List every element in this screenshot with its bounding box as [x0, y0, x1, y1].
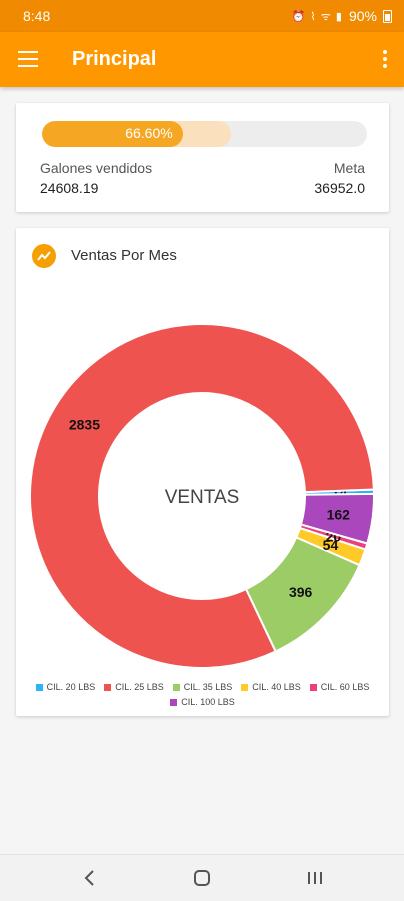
donut-value-label: 396: [289, 584, 313, 600]
recent-apps-icon[interactable]: [300, 865, 330, 891]
donut-center-text: VENTAS: [165, 487, 240, 508]
goal-label: Meta: [333, 160, 365, 176]
chart-legend: CIL. 20 LBS CIL. 25 LBS CIL. 35 LBS CIL. 40…: [16, 682, 389, 712]
goal-value: 36952.0: [314, 180, 365, 196]
status-right: ⏰ ⌇ ᯤ ▮ 90%: [292, 8, 392, 24]
status-bar: 8:48 ⏰ ⌇ ᯤ ▮ 90%: [0, 0, 404, 32]
app-bar: Principal: [0, 32, 404, 87]
donut-inner-ring: [99, 393, 305, 599]
legend-label: CIL. 100 LBS: [181, 697, 235, 707]
legend-row: CIL. 100 LBS: [16, 697, 389, 707]
status-icons: ⏰ ⌇ ᯤ ▮: [291, 10, 343, 23]
legend-swatch: [104, 683, 112, 691]
legend-item[interactable]: CIL. 25 LBS: [104, 682, 164, 692]
legend-swatch: [241, 683, 249, 691]
legend-swatch: [35, 683, 43, 691]
legend-label: CIL. 40 LBS: [252, 682, 301, 692]
donut-value-label: 2835: [69, 417, 100, 433]
donut-value-label: 54: [323, 537, 339, 553]
legend-label: CIL. 60 LBS: [320, 682, 370, 692]
battery-icon: [383, 9, 392, 23]
home-icon[interactable]: [187, 865, 217, 891]
legend-swatch: [170, 698, 178, 706]
legend-label: CIL. 35 LBS: [183, 682, 233, 692]
sales-chart-card: Ventas Por Mes 14 2835 396 54 20 162 VENTAS CI…: [16, 228, 389, 716]
sold-label: Galones vendidos: [40, 160, 153, 176]
back-icon[interactable]: [75, 865, 105, 891]
progress-percent: 66.60%: [125, 125, 173, 141]
trending-up-icon: [32, 244, 56, 268]
legend-item[interactable]: CIL. 40 LBS: [241, 682, 301, 692]
legend-item[interactable]: CIL. 35 LBS: [172, 682, 233, 692]
menu-icon[interactable]: [18, 51, 38, 67]
more-options-icon[interactable]: [382, 50, 388, 70]
donut-hole: [105, 399, 299, 593]
sold-value: 24608.19: [40, 180, 99, 196]
legend-swatch: [172, 683, 180, 691]
status-time: 8:48: [23, 8, 51, 24]
progress-fill: 66.60%: [42, 121, 183, 147]
navigation-bar: [0, 854, 404, 901]
page-title: Principal: [72, 48, 157, 70]
sales-progress-card: 66.60% Galones vendidos 24608.19 Meta 36…: [16, 103, 389, 212]
legend-swatch: [309, 683, 317, 691]
battery-percent: 90%: [348, 8, 377, 24]
legend-item[interactable]: CIL. 60 LBS: [309, 682, 370, 692]
legend-item[interactable]: CIL. 100 LBS: [170, 697, 235, 707]
legend-row: CIL. 20 LBS CIL. 25 LBS CIL. 35 LBS CIL. 40…: [16, 682, 389, 692]
legend-item[interactable]: CIL. 20 LBS: [35, 682, 96, 692]
legend-label: CIL. 25 LBS: [115, 682, 164, 692]
chart-title: Ventas Por Mes: [71, 247, 177, 264]
donut-value-label: 162: [327, 506, 351, 522]
progress-bar: 66.60%: [42, 121, 367, 147]
legend-label: CIL. 20 LBS: [46, 682, 96, 692]
